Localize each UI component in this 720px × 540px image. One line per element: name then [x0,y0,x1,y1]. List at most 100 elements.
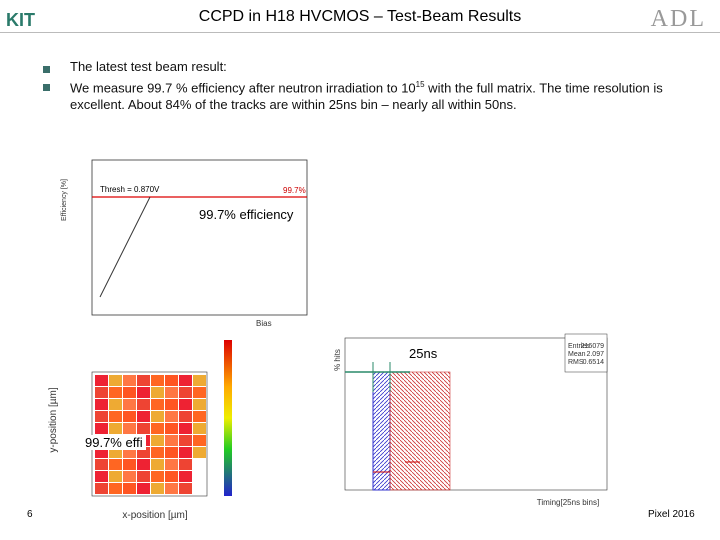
axis-label: x-position [µm] [122,510,187,521]
map-cell [109,411,122,422]
map-cell [165,411,178,422]
map-cell [193,399,206,410]
map-cell [165,435,178,446]
map-cell [193,447,206,458]
map-cell [109,399,122,410]
text: with the full matrix. The time resolutio… [70,80,663,113]
stats-value: 216079 [581,343,604,350]
map-cell [165,375,178,386]
map-cell [95,375,108,386]
bullet-marker [43,66,50,73]
map-cell [109,375,122,386]
map-cell [137,423,150,434]
map-cell [179,435,192,446]
axis-label: Timing[25ns bins] [537,498,599,507]
map-cell [151,399,164,410]
histogram-bar [389,371,451,491]
annotation: 25ns [406,346,441,361]
map-cell [151,447,164,458]
text: We measure 99.7 % efficiency after neutr… [70,80,416,96]
map-cell [165,459,178,470]
map-cell [95,447,108,458]
axis-label: Bias [256,319,272,328]
header-rule [0,32,720,33]
map-cell [179,459,192,470]
stats-name: Entries [568,343,590,350]
map-cell [123,387,136,398]
map-cell [179,483,192,494]
map-cell [137,483,150,494]
map-cell [137,387,150,398]
map-cell [95,399,108,410]
color-scale [224,340,232,496]
map-cell [179,387,192,398]
map-cell [109,447,122,458]
map-cell [109,387,122,398]
efficiency-curve [99,196,151,298]
map-cell [165,399,178,410]
map-cell [109,423,122,434]
map-cell [95,471,108,482]
map-cell [151,483,164,494]
map-cell [109,471,122,482]
map-cell [179,411,192,422]
bullet-text: We measure 99.7 % efficiency after neutr… [70,76,700,113]
map-cell [123,375,136,386]
efficiency-label: 99.7% [283,186,306,195]
map-cell [151,459,164,470]
map-cell [193,375,206,386]
plot-frame [91,159,308,316]
axis-label: % hits [333,349,342,371]
stats-name: RMS [568,359,584,366]
map-cell [193,435,206,446]
map-cell [137,411,150,422]
map-cell [123,459,136,470]
map-cell [137,375,150,386]
map-cell [165,423,178,434]
page-number: 6 [27,509,33,520]
map-cell [109,483,122,494]
map-cell [123,471,136,482]
map-cell [193,387,206,398]
logo-adl: ADL [650,6,706,32]
map-cell [95,387,108,398]
map-cell [137,399,150,410]
map-cell [123,399,136,410]
map-cells [95,375,206,494]
map-cell [151,471,164,482]
stats-value: 2.097 [586,351,604,358]
stats-value: 0.6514 [583,359,605,366]
stats-name: Mean [568,351,586,358]
map-cell [179,399,192,410]
map-cell [165,387,178,398]
map-cell [179,471,192,482]
slide-title: CCPD in H18 HVCMOS – Test-Beam Results [198,8,522,25]
map-cell [151,423,164,434]
map-cell [151,435,164,446]
logo-kit: KIT [6,10,35,30]
threshold-label: Thresh = 0.870V [100,185,160,194]
map-cell [165,483,178,494]
map-cell [95,459,108,470]
map-cell [123,483,136,494]
map-cell [193,423,206,434]
axis-label: y-position [µm] [48,387,59,452]
stats-box [564,333,608,373]
map-cell [193,411,206,422]
footer-event: Pixel 2016 [648,509,695,520]
annotation: 99.7% effi [82,435,146,450]
map-cell [179,447,192,458]
map-cell [165,471,178,482]
map-cell [137,471,150,482]
map-cell [151,387,164,398]
bullet-marker [43,84,50,91]
map-cell [109,459,122,470]
axis-label: Efficiency [%] [61,179,68,221]
map-cell [151,375,164,386]
map-cell [95,423,108,434]
superscript: 15 [415,80,425,89]
map-cell [165,447,178,458]
